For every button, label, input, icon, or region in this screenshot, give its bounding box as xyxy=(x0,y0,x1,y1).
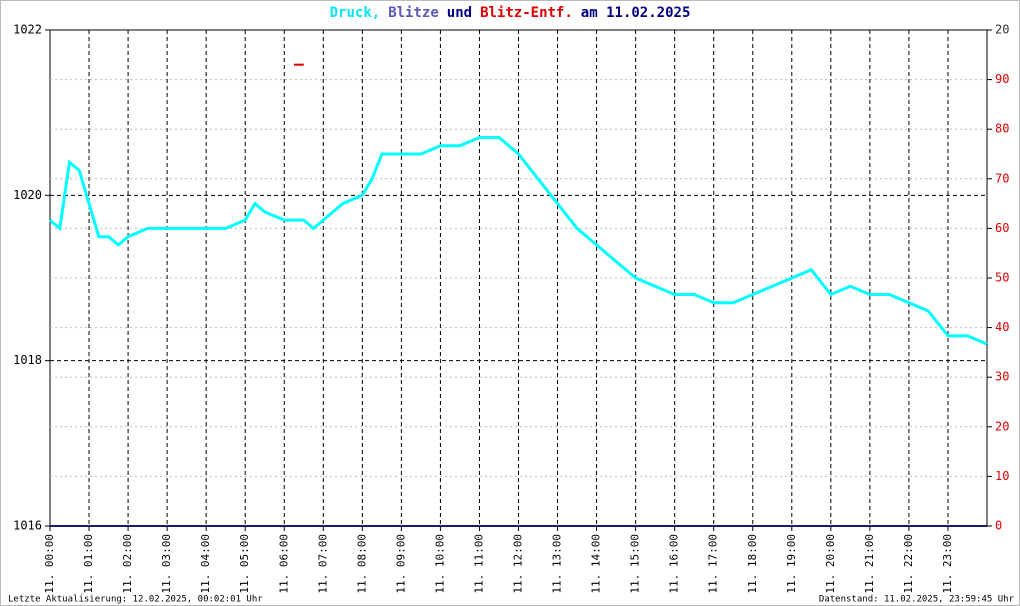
y2-tick-label: 20 xyxy=(995,419,1009,433)
x-tick-label: 11. 14:00 xyxy=(590,534,603,594)
y-tick-label: 1016 xyxy=(13,519,42,533)
y-tick-label: 1022 xyxy=(13,23,42,37)
x-tick-label: 11. 16:00 xyxy=(668,534,681,594)
y-tick-label: 1020 xyxy=(13,188,42,202)
title-part: Blitz-Entf. xyxy=(480,5,573,21)
y2-tick-label: 30 xyxy=(995,370,1009,384)
x-tick-label: 11. 23:00 xyxy=(941,534,954,594)
footer-left: Letzte Aktualisierung: 12.02.2025, 00:02… xyxy=(8,595,263,605)
x-tick-label: 11. 22:00 xyxy=(902,534,915,594)
y2-tick-label: 80 xyxy=(995,122,1009,136)
x-tick-label: 11. 07:00 xyxy=(316,534,329,594)
title-part: Blitze xyxy=(388,5,439,21)
x-tick-label: 11. 12:00 xyxy=(512,534,525,594)
y3-tick-label: 20 xyxy=(995,23,1009,37)
x-tick-label: 11. 21:00 xyxy=(863,534,876,594)
x-tick-label: 11. 02:00 xyxy=(121,534,134,594)
x-tick-label: 11. 13:00 xyxy=(551,534,564,594)
x-tick-label: 11. 04:00 xyxy=(199,534,212,594)
x-tick-label: 11. 06:00 xyxy=(277,534,290,594)
y2-tick-label: 70 xyxy=(995,171,1009,185)
y2-tick-label: 50 xyxy=(995,271,1009,285)
title-part: am 11.02.2025 xyxy=(581,5,691,21)
title-part: Druck, xyxy=(330,5,381,21)
x-tick-label: 11. 15:00 xyxy=(629,534,642,594)
x-tick-label: 11. 18:00 xyxy=(746,534,759,594)
y2-tick-label: 10 xyxy=(995,469,1009,483)
data-line xyxy=(49,136,988,346)
x-tick-label: 11. 11:00 xyxy=(472,534,485,594)
footer-right: Datenstand: 11.02.2025, 23:59:45 Uhr xyxy=(819,595,1015,605)
title-part: und xyxy=(447,5,472,21)
x-tick-label: 11. 08:00 xyxy=(355,534,368,594)
x-tick-label: 11. 17:00 xyxy=(707,534,720,594)
x-tick-label: 11. 09:00 xyxy=(394,534,407,594)
x-tick-label: 11. 05:00 xyxy=(238,534,251,594)
y2-tick-label: 40 xyxy=(995,320,1009,334)
y2-tick-label: 60 xyxy=(995,221,1009,235)
x-tick-label: 11. 01:00 xyxy=(82,534,95,594)
x-tick-label: 11. 03:00 xyxy=(160,534,173,594)
x-tick-label: 11. 10:00 xyxy=(433,534,446,594)
y2-tick-label: 0 xyxy=(995,519,1002,533)
y2-tick-label: 90 xyxy=(995,72,1009,86)
x-tick-label: 11. 00:00 xyxy=(43,534,56,594)
y-tick-label: 1018 xyxy=(13,353,42,367)
chart-title: Druck, Blitze und Blitz-Entf. am 11.02.2025 xyxy=(330,5,691,21)
x-tick-label: 11. 19:00 xyxy=(785,534,798,594)
x-tick-label: 11. 20:00 xyxy=(824,534,837,594)
